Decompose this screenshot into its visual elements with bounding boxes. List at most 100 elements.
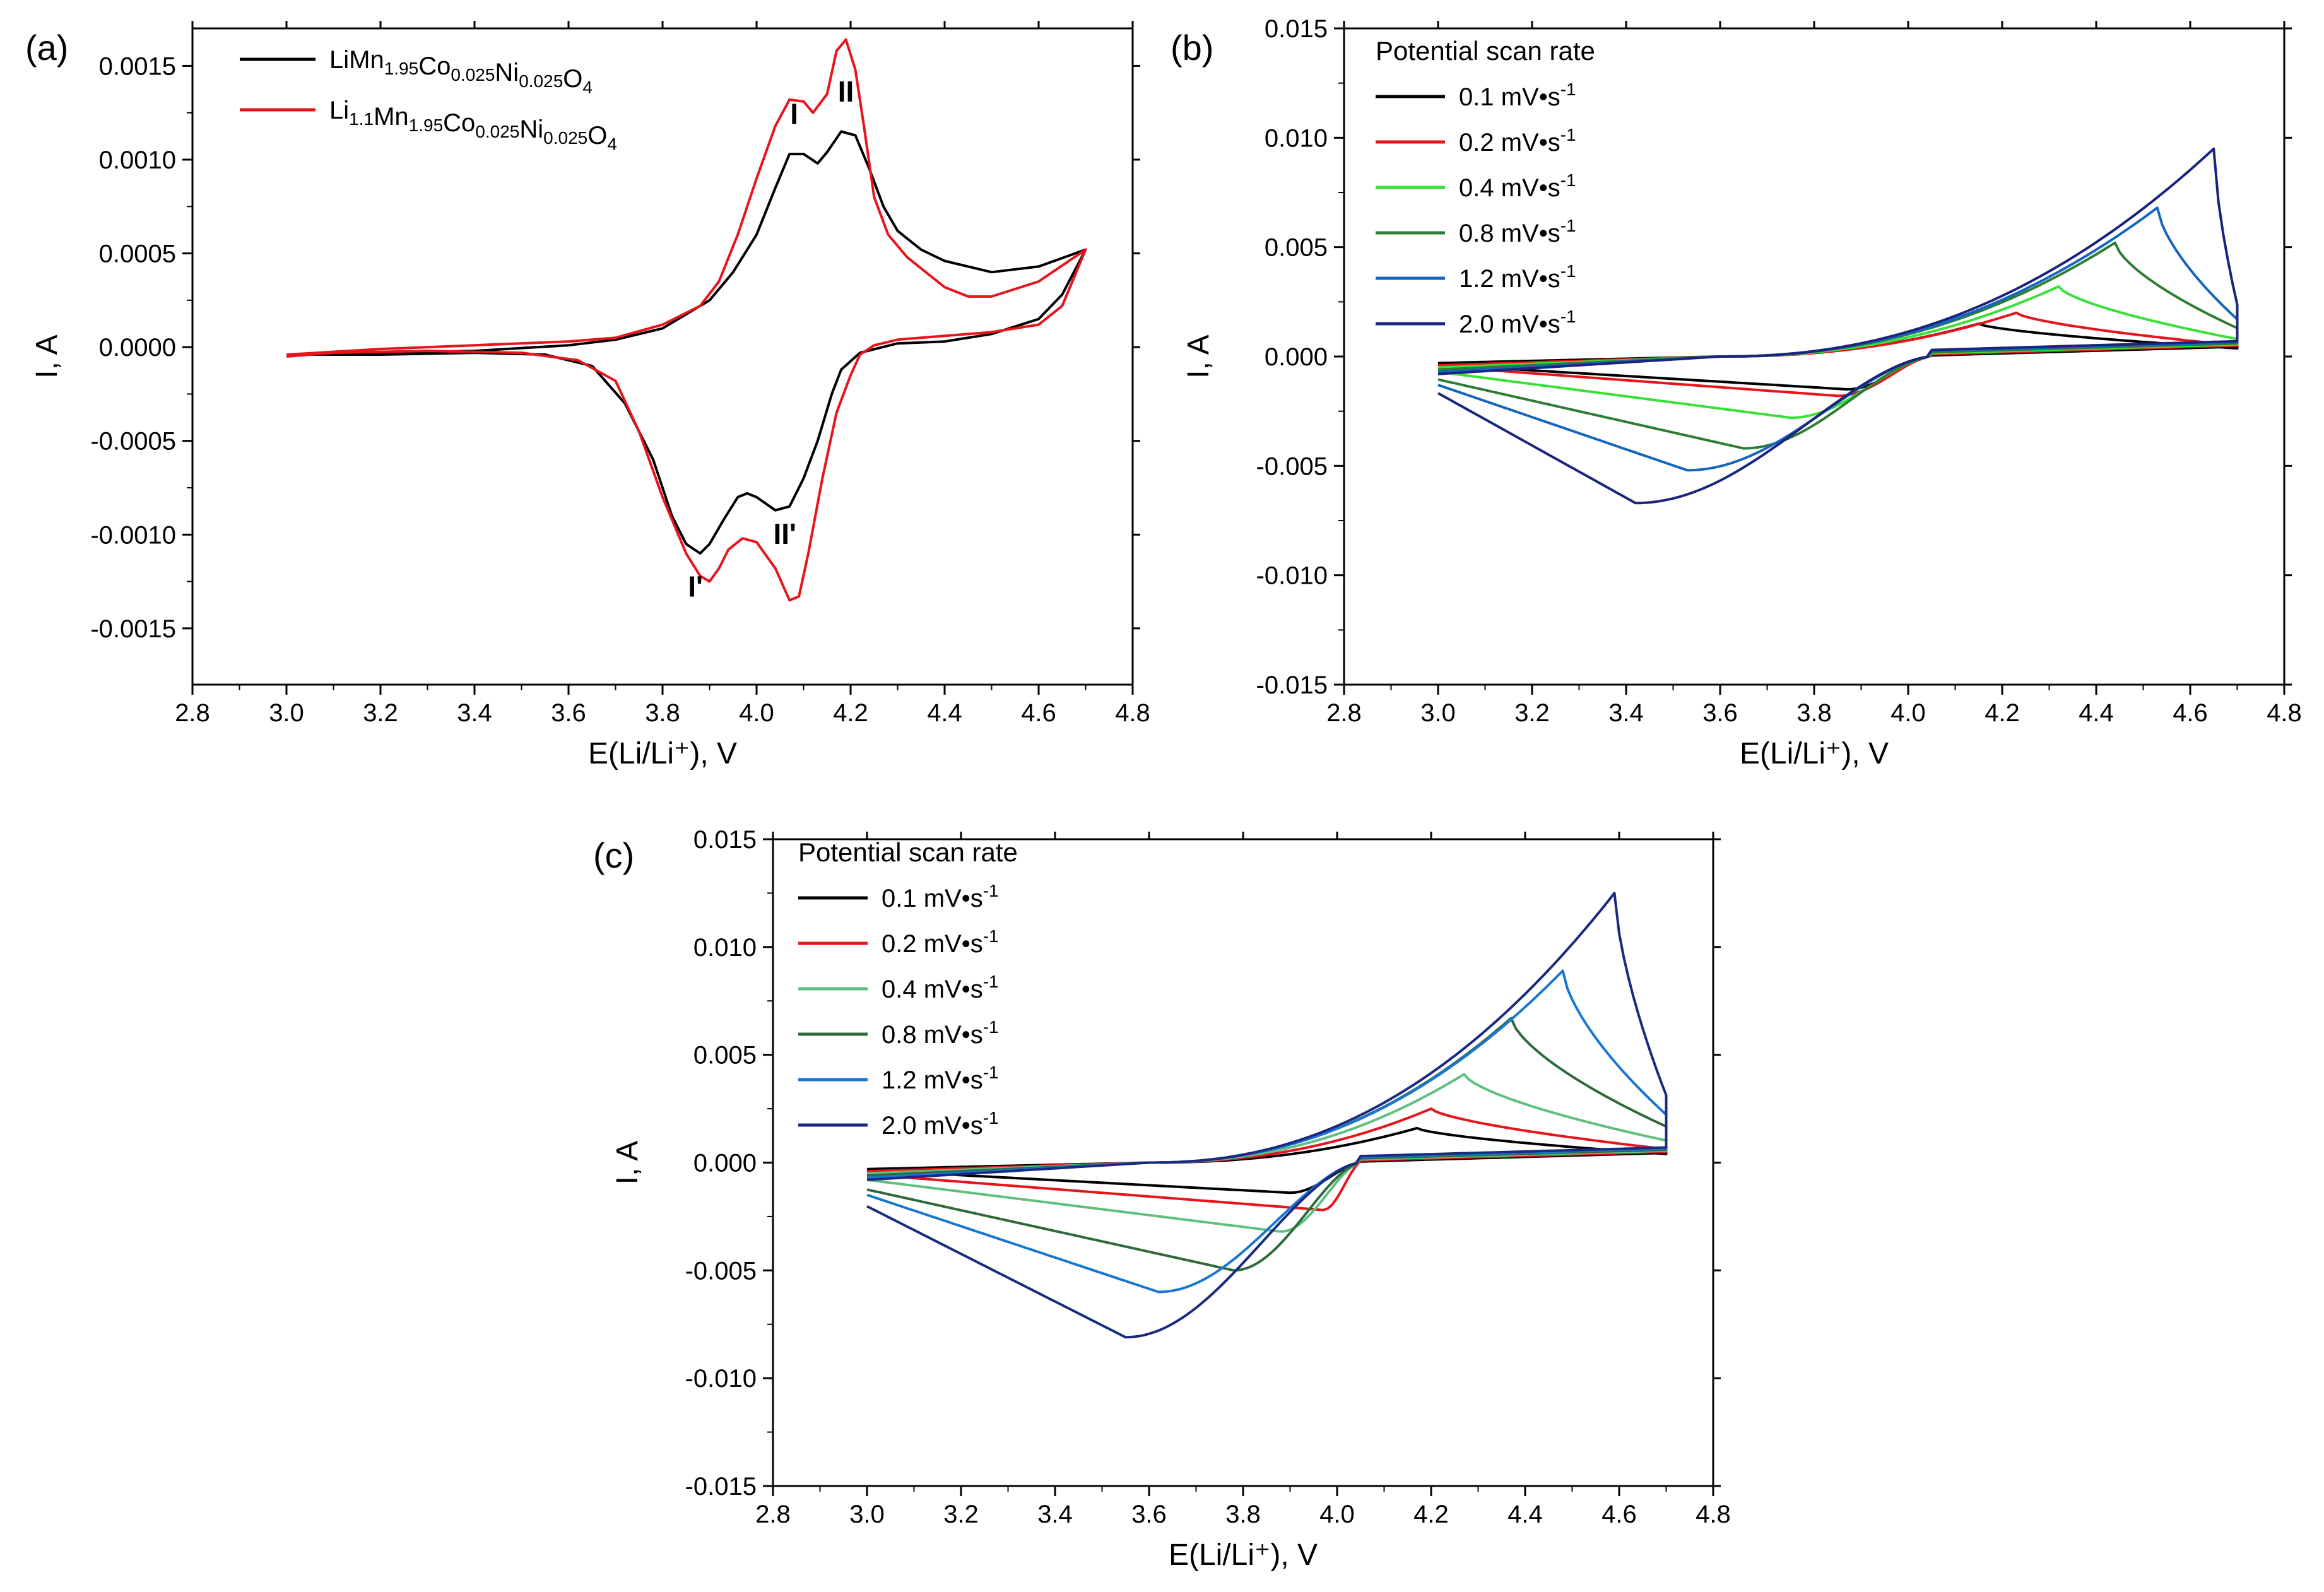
legend-entry-label: 0.2 mV•s-1: [1459, 125, 1576, 156]
legend: Potential scan rate 0.1 mV•s-1 0.2 mV•s-1 0…: [1376, 36, 1595, 338]
x-tick-label: 3.0: [1420, 699, 1456, 727]
x-tick-label: 4.4: [927, 699, 962, 727]
y-tick-label: 0.010: [693, 934, 757, 962]
x-tick-label: 3.4: [457, 699, 492, 727]
series-line-6: [1437, 147, 2239, 505]
y-tick-label: -0.015: [685, 1473, 757, 1501]
series-line-1: [286, 130, 1087, 555]
legend-entry-label: 2.0 mV•s-1: [1459, 307, 1576, 338]
x-axis-label: E(Li/Li⁺), V: [588, 737, 737, 770]
plot-frame: [1343, 27, 2286, 686]
x-tick-label: 4.2: [1413, 1501, 1449, 1528]
x-tick-label: 3.2: [363, 699, 398, 727]
x-tick-label: 3.8: [645, 699, 680, 727]
x-tick-label: 3.2: [943, 1501, 979, 1528]
legend-entry-label: 0.2 mV•s-1: [882, 926, 999, 958]
peak-annotation: I': [688, 570, 703, 603]
y-tick-label: -0.0010: [90, 521, 176, 549]
legend: LiMn1.95Co0.025Ni0.025O4Li1.1Mn1.95Co0.0…: [240, 46, 617, 154]
x-tick-label: 4.6: [1601, 1501, 1637, 1528]
y-tick-label: 0.005: [1265, 234, 1328, 262]
y-tick-label: -0.015: [1256, 671, 1328, 699]
x-tick-label: 4.0: [739, 699, 774, 727]
x-tick-label: 4.6: [2173, 699, 2208, 727]
x-tick-label: 4.8: [2267, 699, 2302, 727]
legend: Potential scan rate 0.1 mV•s-1 0.2 mV•s-1 0…: [798, 837, 1018, 1140]
peak-annotation: I: [790, 98, 798, 131]
series-line-2: [286, 38, 1087, 602]
y-tick-label: -0.010: [1256, 562, 1328, 590]
x-tick-label: 2.8: [755, 1501, 791, 1528]
y-tick-label: -0.005: [685, 1257, 757, 1285]
x-tick-label: 4.0: [1319, 1501, 1355, 1528]
x-tick-label: 4.6: [1021, 699, 1056, 727]
x-tick-label: 3.6: [1702, 699, 1738, 727]
y-tick-label: 0.0005: [99, 240, 176, 268]
x-tick-label: 4.8: [1115, 699, 1150, 727]
series-group: [1437, 147, 2239, 505]
chart-panel-3: 2.8 3.0 3.2 3.4 3.6 3.8 4.0 4.2 4.4 4.6 4.8 -0.015 -…: [593, 826, 1731, 1572]
legend-entry-label: 0.4 mV•s-1: [882, 972, 999, 1003]
chart-panel-1: 2.8 3.0 3.2 3.4 3.6 3.8 4.0 4.2 4.4 4.6 4.8 -0.0015…: [25, 21, 1150, 770]
y-tick-label: -0.010: [685, 1365, 757, 1393]
x-tick-label: 4.2: [833, 699, 868, 727]
y-tick-label: -0.0015: [90, 615, 176, 643]
legend-entry-label: 0.8 mV•s-1: [1459, 216, 1576, 247]
plot-frame: [191, 27, 1134, 686]
x-tick-label: 3.6: [1131, 1501, 1167, 1528]
y-tick-label: 0.005: [693, 1042, 757, 1070]
legend-entry-label: 0.8 mV•s-1: [882, 1017, 999, 1049]
panel-label: (b): [1171, 28, 1213, 68]
x-tick-label: 3.6: [551, 699, 586, 727]
x-tick-label: 4.8: [1696, 1501, 1731, 1528]
x-tick-label: 3.8: [1796, 699, 1832, 727]
y-axis-label: I, A: [30, 334, 64, 378]
x-axis-label: E(Li/Li⁺), V: [1740, 737, 1889, 770]
legend-title: Potential scan rate: [1376, 36, 1595, 66]
series-line-6: [866, 892, 1668, 1339]
x-axis-label: E(Li/Li⁺), V: [1169, 1538, 1318, 1572]
y-axis-label: I, A: [611, 1141, 644, 1184]
legend-entry-label: 0.1 mV•s-1: [1459, 80, 1576, 111]
x-tick-label: 4.2: [1985, 699, 2020, 727]
x-tick-label: 3.4: [1037, 1501, 1073, 1528]
y-tick-label: -0.005: [1256, 452, 1328, 480]
series-group: [866, 892, 1668, 1339]
panel-label: (c): [593, 835, 634, 875]
y-tick-label: 0.0015: [99, 52, 176, 80]
y-tick-label: 0.000: [1265, 343, 1328, 371]
y-tick-label: 0.0010: [99, 146, 176, 174]
y-tick-label: -0.0005: [90, 428, 176, 456]
x-tick-label: 3.4: [1608, 699, 1644, 727]
legend-entry-label: 1.2 mV•s-1: [1459, 261, 1576, 293]
peak-annotation: II: [838, 75, 854, 108]
series-line-3: [1437, 285, 2239, 420]
x-tick-label: 3.2: [1514, 699, 1550, 727]
x-tick-label: 2.8: [175, 699, 210, 727]
y-tick-label: 0.0000: [99, 334, 176, 362]
legend-entry-label: 2.0 mV•s-1: [882, 1108, 999, 1140]
peak-annotation: II': [773, 517, 796, 550]
panel-label: (a): [25, 28, 68, 68]
legend-title: Potential scan rate: [798, 837, 1018, 867]
x-tick-label: 3.0: [849, 1501, 885, 1528]
legend-entry-label: 0.1 mV•s-1: [882, 881, 999, 912]
y-tick-label: 0.015: [1265, 15, 1328, 43]
y-tick-label: 0.010: [1265, 124, 1328, 152]
x-tick-label: 4.4: [1507, 1501, 1543, 1528]
y-axis-label: I, A: [1182, 334, 1215, 378]
x-tick-label: 2.8: [1326, 699, 1362, 727]
legend-entry-label: 0.4 mV•s-1: [1459, 170, 1576, 202]
x-tick-label: 3.0: [269, 699, 304, 727]
x-tick-label: 4.0: [1890, 699, 1926, 727]
x-tick-label: 3.8: [1225, 1501, 1261, 1528]
y-tick-label: 0.015: [693, 826, 757, 854]
series-group: [286, 38, 1087, 602]
y-tick-label: 0.000: [693, 1150, 757, 1177]
x-tick-label: 4.4: [2079, 699, 2114, 727]
chart-panel-2: 2.8 3.0 3.2 3.4 3.6 3.8 4.0 4.2 4.4 4.6 4.8 -0.015 -…: [1171, 15, 2302, 770]
legend-entry-label: 1.2 mV•s-1: [882, 1063, 999, 1094]
legend-entry-label: Li1.1Mn1.95Co0.025Ni0.025O4: [329, 97, 617, 154]
legend-entry-label: LiMn1.95Co0.025Ni0.025O4: [329, 46, 593, 97]
